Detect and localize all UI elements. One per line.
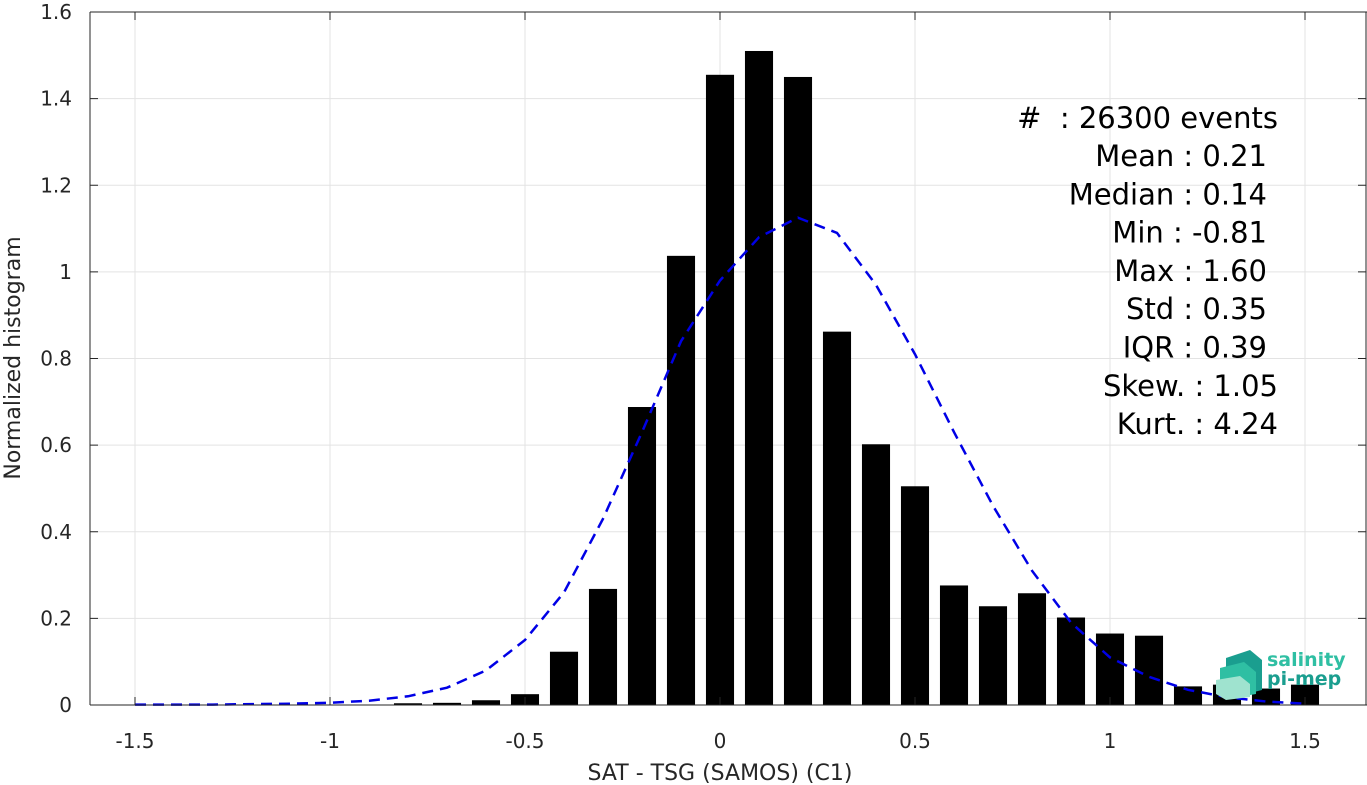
histogram-bar <box>978 606 1008 705</box>
x-axis-label: SAT - TSG (SAMOS) (C1) <box>588 761 853 785</box>
axes <box>89 11 1367 706</box>
y-tick-label: 1.6 <box>40 0 72 24</box>
stats-count: # : 26300 events <box>1017 101 1278 135</box>
histogram-bar <box>1290 684 1320 705</box>
histogram-bar <box>822 331 852 705</box>
x-tick-label: -1 <box>320 729 340 753</box>
histogram-bar <box>1017 593 1047 705</box>
y-tick-label: 0.2 <box>40 606 72 630</box>
x-tick-label: 1 <box>1104 729 1117 753</box>
y-tick-label: 1.4 <box>40 87 72 111</box>
histogram-bars <box>393 50 1320 706</box>
histogram-bar <box>705 74 735 706</box>
stats-line: IQR : 0.39 <box>1123 331 1267 365</box>
stats-line: Median : 0.14 <box>1069 177 1267 211</box>
x-tick-labels: -1.5 -1 -0.5 0 0.5 1 1.5 <box>115 729 1320 753</box>
y-tick-label: 0.6 <box>40 433 72 457</box>
histogram-bar <box>861 444 891 705</box>
histogram-bar <box>627 407 657 705</box>
x-tick-label: -1.5 <box>115 729 154 753</box>
stats-line: Kurt. : 4.24 <box>1117 407 1278 441</box>
stats-line: Skew. : 1.05 <box>1103 369 1278 403</box>
y-tick-label: 1.2 <box>40 173 72 197</box>
stats-line: Max : 1.60 <box>1114 254 1267 288</box>
stats-box: # : 26300 events Mean : 0.21 Median : 0.1… <box>1017 101 1278 441</box>
x-tick-label: -0.5 <box>505 729 544 753</box>
y-tick-labels: 0 0.2 0.4 0.6 0.8 1 1.2 1.4 1.6 <box>40 0 72 717</box>
histogram-bar <box>432 702 462 705</box>
y-tick-label: 0 <box>59 693 72 717</box>
fit-curve <box>135 216 1306 706</box>
histogram-bar <box>1134 635 1164 705</box>
histogram-bar <box>471 700 501 705</box>
x-tick-label: 0 <box>714 729 727 753</box>
histogram-bar <box>588 588 618 705</box>
stats-line: Std : 0.35 <box>1126 292 1267 326</box>
histogram-bar <box>939 585 969 705</box>
x-tick-label: 1.5 <box>1289 729 1321 753</box>
y-tick-label: 0.4 <box>40 520 72 544</box>
histogram-bar <box>549 651 579 705</box>
x-tick-label: 0.5 <box>899 729 931 753</box>
salinity-pi-mep-logo: salinity pi-mep <box>1216 649 1346 700</box>
stats-line: Mean : 0.21 <box>1095 139 1267 173</box>
logo-line1: salinity <box>1267 649 1346 671</box>
y-tick-label: 1 <box>59 260 72 284</box>
histogram-bar <box>1173 686 1203 705</box>
logo-mark-icon <box>1216 650 1262 700</box>
logo-line2: pi-mep <box>1267 668 1341 690</box>
histogram-bar <box>666 255 696 706</box>
histogram-bar <box>900 486 930 705</box>
histogram-bar <box>393 703 423 705</box>
stats-line: Min : -0.81 <box>1112 216 1267 250</box>
histogram-bar <box>1095 633 1125 705</box>
histogram-bar <box>744 50 774 705</box>
y-axis-label: Normalized histogram <box>1 236 26 479</box>
y-tick-label: 0.8 <box>40 347 72 371</box>
histogram-bar <box>783 76 813 705</box>
